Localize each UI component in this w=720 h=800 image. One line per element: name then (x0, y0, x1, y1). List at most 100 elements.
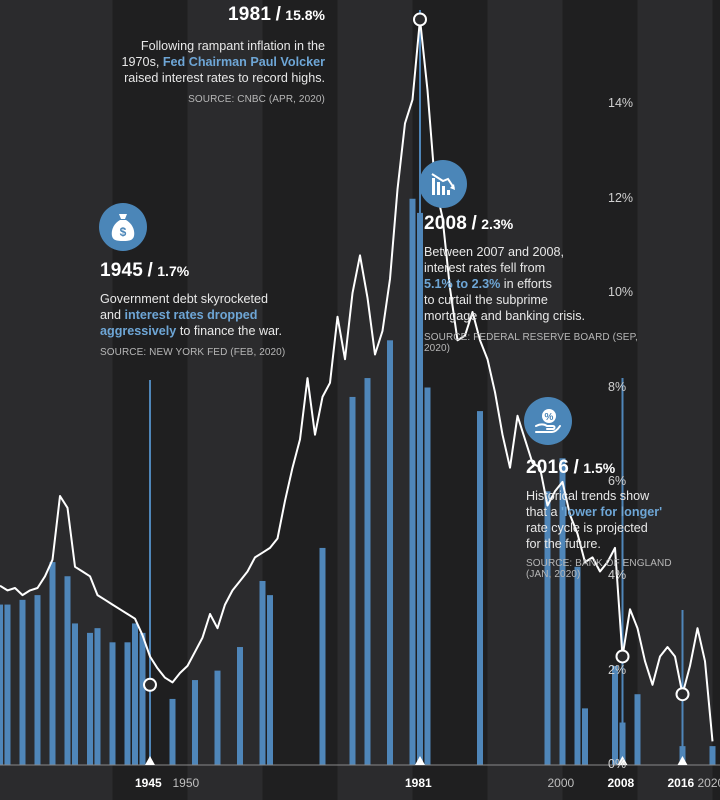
decade-band (562, 0, 638, 800)
desc-highlight: Fed Chairman Paul Volcker (162, 55, 325, 69)
callout-title: 2008 / 2.3% (424, 213, 664, 235)
background-bands (112, 0, 720, 800)
bar (582, 708, 588, 765)
bar (634, 694, 641, 765)
y-tick-label: 12% (608, 190, 634, 205)
callout-year: 1945 (100, 260, 144, 281)
callout-separator: / (275, 4, 281, 25)
bar (214, 670, 221, 765)
x-axis-marker (617, 756, 628, 765)
x-tick-label: 1950 (172, 776, 200, 790)
bar (192, 680, 198, 765)
bar (267, 595, 273, 765)
desc-highlight: aggressively (100, 324, 177, 338)
desc-text: 1970s, (121, 55, 163, 69)
x-tick-label: 2000 (547, 776, 575, 790)
bar (559, 458, 566, 765)
bar (349, 396, 356, 765)
decade-band (262, 0, 338, 800)
bar (72, 623, 78, 765)
source-line: SOURCE: BANK OF ENGLAND (526, 558, 672, 569)
desc-highlight: 5.1% to 2.3% (424, 277, 501, 291)
callout-2008: 2008 / 2.3% Between 2007 and 2008, inter… (424, 213, 664, 354)
bar (34, 595, 41, 765)
bar (64, 576, 71, 765)
bar (132, 623, 138, 765)
percent-hand-icon: % (524, 397, 572, 445)
desc-line: Between 2007 and 2008, (424, 245, 565, 259)
bar (544, 491, 551, 765)
callout-year: 2008 (424, 213, 468, 234)
y-tick-label: 0% (608, 757, 627, 771)
desc-line: rate cycle is projected (526, 521, 648, 535)
bar (19, 599, 26, 765)
desc-line: Historical trends show (526, 489, 650, 503)
bar (109, 642, 116, 765)
svg-text:$: $ (120, 225, 127, 239)
marker-point (615, 649, 630, 664)
desc-line: mortgage and banking crisis. (424, 309, 586, 323)
callout-year: 2016 (526, 457, 570, 478)
bar (409, 198, 416, 765)
callout-separator: / (147, 260, 153, 281)
desc-line: for the future. (526, 537, 601, 551)
desc-text: to finance the war. (176, 324, 283, 338)
decade-band (412, 0, 488, 800)
desc-line: that a 'lower for longer' (526, 504, 716, 520)
bar (424, 387, 431, 765)
desc-line: aggressively to finance the war. (100, 323, 340, 339)
declining-chart-icon (419, 160, 467, 208)
callout-1981: 1981 / 15.8% Following rampant inflation… (80, 4, 325, 105)
x-tick-label: 1981 (405, 776, 432, 790)
callout-description: Between 2007 and 2008, interest rates fe… (424, 244, 664, 324)
source-line: (JAN, 2020) (526, 569, 581, 580)
x-tick-label: 2008 (607, 776, 635, 790)
callout-title: 1945 / 1.7% (100, 260, 340, 282)
marker-point (413, 12, 427, 27)
desc-line: 1970s, Fed Chairman Paul Volcker (80, 54, 325, 70)
callout-source: SOURCE: FEDERAL RESERVE BOARD (SEP, 2020… (424, 332, 638, 354)
desc-line: 5.1% to 2.3% in efforts (424, 276, 664, 292)
callout-value: 2.3% (481, 216, 514, 232)
bar (139, 632, 146, 765)
marker-point (143, 677, 157, 692)
bar (94, 628, 101, 765)
x-axis-marker (415, 756, 425, 765)
callout-description: Historical trends show that a 'lower for… (526, 488, 716, 552)
line-series (0, 18, 714, 742)
marker-stems (149, 10, 684, 765)
x-tick-label: 2020 (697, 776, 720, 790)
desc-line: Following rampant inflation in the (140, 39, 325, 53)
callout-source: SOURCE: NEW YORK FED (FEB, 2020) (100, 347, 286, 358)
y-tick-label: 4% (608, 568, 627, 583)
bar (259, 580, 266, 765)
desc-line: and interest rates dropped (100, 307, 340, 323)
y-tick-label: 2% (608, 662, 627, 677)
bar (387, 340, 393, 765)
bar (612, 665, 618, 765)
y-tick-label: 6% (608, 473, 627, 488)
bar (0, 604, 3, 765)
desc-line: to curtail the subprime (424, 293, 548, 307)
bar (87, 632, 93, 765)
bar (169, 698, 176, 765)
callout-title: 1981 / 15.8% (80, 4, 325, 26)
callout-2016: 2016 / 1.5% Historical trends show that … (526, 457, 716, 580)
markers (143, 12, 690, 702)
callout-1945: 1945 / 1.7% Government debt skyrocketed … (100, 260, 340, 358)
desc-text: and (100, 308, 125, 322)
desc-text: that a (526, 505, 562, 519)
callout-title: 2016 / 1.5% (526, 457, 716, 479)
bar (319, 547, 326, 765)
x-axis (0, 756, 720, 766)
desc-text: in efforts (500, 277, 552, 291)
desc-highlight: interest rates dropped (124, 308, 258, 322)
callout-value: 1.5% (583, 460, 616, 476)
callout-year: 1981 (228, 4, 272, 25)
callout-separator: / (573, 457, 579, 478)
y-tick-label: 10% (608, 285, 634, 300)
bar (49, 562, 56, 765)
money-bag-icon: $ (99, 203, 147, 251)
bar (709, 746, 716, 765)
